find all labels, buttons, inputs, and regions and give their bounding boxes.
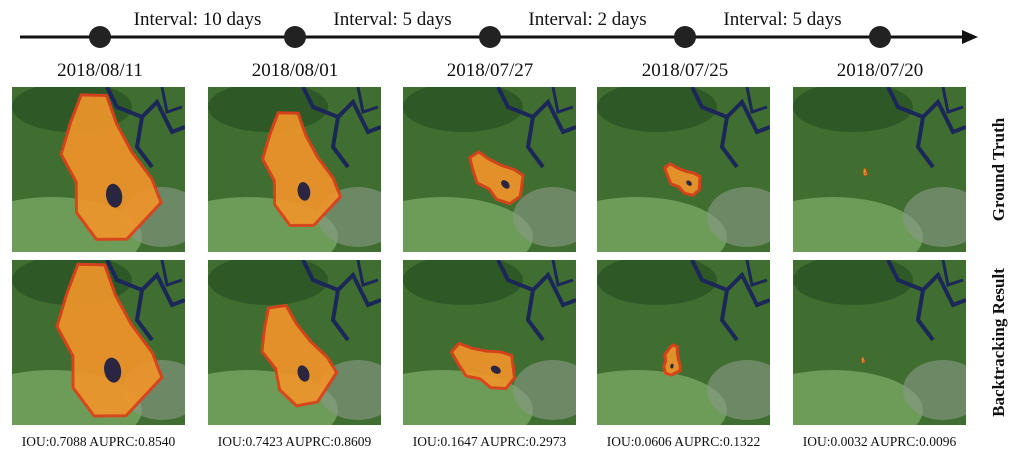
terrain-patch: [903, 360, 983, 420]
timeline-dot: [284, 26, 306, 48]
terrain-patch: [793, 82, 913, 132]
satellite-image: [0, 253, 202, 450]
metric-label: IOU:0.0032 AUPRC:0.0096: [803, 434, 957, 449]
timeline-dot: [479, 26, 501, 48]
satellite-image: [0, 82, 202, 277]
satellite-image: [743, 255, 983, 450]
satellite-image: [547, 82, 787, 277]
timeline-dot: [89, 26, 111, 48]
metric-label: IOU:0.1647 AUPRC:0.2973: [413, 434, 567, 449]
satellite-image: [547, 255, 787, 450]
terrain-patch: [597, 255, 717, 305]
date-label: 2018/08/01: [252, 60, 339, 81]
timeline-dot: [674, 26, 696, 48]
terrain-patch: [707, 187, 787, 247]
date-label: 2018/07/27: [447, 60, 534, 81]
interval-label: Interval: 5 days: [723, 9, 841, 30]
date-label: 2018/08/11: [57, 60, 143, 81]
satellite-image: [158, 82, 398, 277]
satellite-image: [353, 82, 593, 277]
terrain-patch: [597, 82, 717, 132]
row-label: Backtracking Result: [989, 268, 1008, 417]
interval-label: Interval: 10 days: [134, 9, 262, 30]
satellite-image: [743, 82, 983, 277]
date-label: 2018/07/20: [837, 60, 924, 81]
timeline-arrow: [962, 30, 978, 44]
satellite-image: [353, 255, 593, 450]
metric-label: IOU:0.0606 AUPRC:0.1322: [607, 434, 760, 449]
metric-label: IOU:0.7423 AUPRC:0.8609: [218, 434, 372, 449]
terrain-patch: [707, 360, 787, 420]
interval-label: Interval: 5 days: [333, 9, 451, 30]
unburned-spot: [865, 173, 866, 174]
figure: 2018/08/11 2018/08/01 2018/07/27 2018/07/25…: [0, 0, 1016, 454]
terrain-patch: [403, 255, 523, 305]
metric-label: IOU:0.7088 AUPRC:0.8540: [22, 434, 176, 449]
terrain-patch: [513, 360, 593, 420]
terrain-patch: [208, 255, 328, 305]
date-label: 2018/07/25: [642, 60, 729, 81]
timeline-dot: [869, 26, 891, 48]
terrain-patch: [403, 82, 523, 132]
unburned-spot: [863, 361, 864, 362]
interval-label: Interval: 2 days: [528, 9, 646, 30]
row-label: Ground Truth: [989, 117, 1008, 221]
terrain-patch: [903, 187, 983, 247]
terrain-patch: [793, 255, 913, 305]
terrain-patch: [513, 187, 593, 247]
satellite-image: [158, 255, 398, 450]
terrain-patch: [208, 82, 328, 132]
